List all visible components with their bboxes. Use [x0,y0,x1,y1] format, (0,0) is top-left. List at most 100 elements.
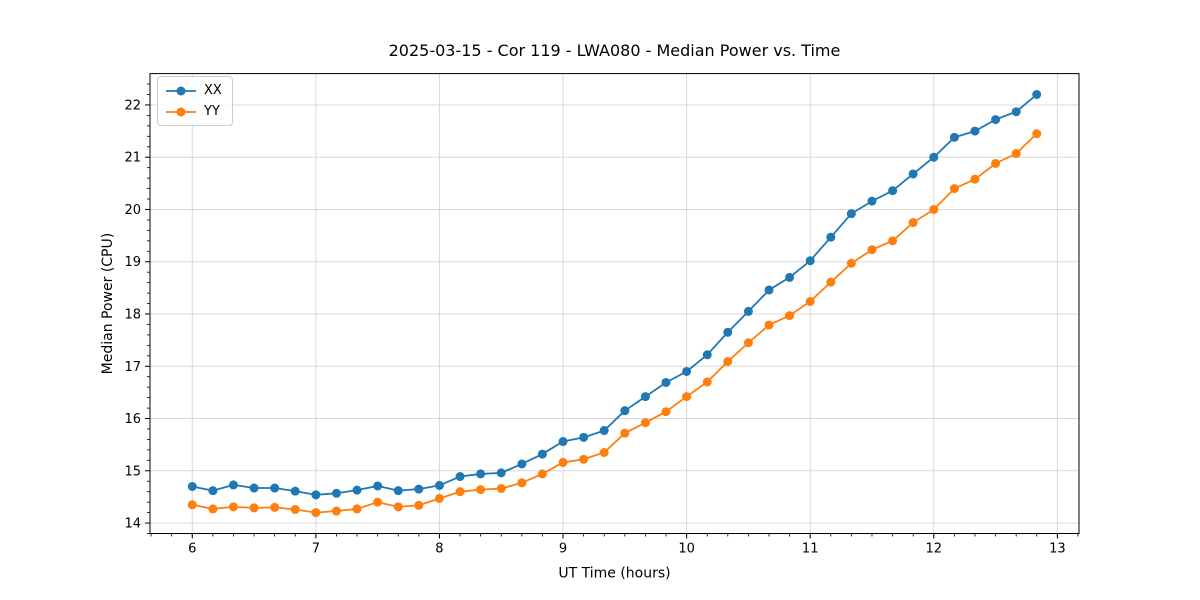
x-tick-label: 7 [312,542,320,557]
data-point [929,152,939,162]
data-point [249,503,259,513]
x-axis-label: UT Time (hours) [558,566,670,582]
series-line-yy [192,133,1038,514]
x-tick-label: 10 [678,542,695,557]
data-point [846,258,856,268]
legend-item-yy: YY [165,102,222,121]
data-point [373,497,383,507]
data-point [620,406,630,416]
data-point [537,469,547,479]
data-point [867,196,877,206]
series-markers-xx [187,90,1042,500]
data-point [434,493,444,503]
data-point [640,392,650,402]
data-point [393,502,403,512]
y-tick-label: 20 [124,203,141,218]
data-point [1011,107,1021,117]
data-point [187,481,197,491]
data-point [517,459,527,469]
y-tick-label: 16 [124,412,141,427]
data-point [228,502,238,512]
data-point [723,327,733,337]
series-line-xx [192,93,1038,496]
legend-item-xx: XX [165,81,222,100]
data-point [949,132,959,142]
data-point [785,311,795,321]
legend: XX YY [157,76,233,126]
y-tick-label: 14 [124,517,141,532]
data-point [311,490,321,500]
data-series [187,90,1042,518]
data-point [846,209,856,219]
x-tick-label: 6 [188,542,196,557]
data-point [208,486,218,496]
data-point [991,158,1001,168]
data-point [476,485,486,495]
y-tick-label: 18 [124,308,141,323]
x-tick-label: 13 [1049,542,1066,557]
data-point [414,500,424,510]
y-tick-label: 22 [124,98,141,113]
data-point [702,377,712,387]
data-point [949,184,959,194]
data-point [290,504,300,514]
data-point [826,277,836,287]
data-point [270,502,280,512]
data-point [743,338,753,348]
data-point [640,418,650,428]
y-axis-label: Median Power (CPU) [100,233,116,375]
data-point [558,437,568,447]
data-point [599,426,609,436]
data-point [558,457,568,467]
data-point [331,488,341,498]
data-point [620,428,630,438]
data-point [661,407,671,417]
chart-title: 2025-03-15 - Cor 119 - LWA080 - Median P… [389,41,841,60]
data-point [764,320,774,330]
data-point [249,483,259,493]
data-point [743,306,753,316]
data-point [970,126,980,136]
data-point [228,480,238,490]
y-tick-label: 15 [124,464,141,479]
data-point [805,296,815,306]
legend-label-yy: YY [204,104,220,119]
data-point [908,169,918,179]
plot-frame [149,73,1080,534]
data-point [393,486,403,496]
data-point [373,481,383,491]
data-point [723,357,733,367]
data-point [434,480,444,490]
data-point [970,174,980,184]
data-point [455,487,465,497]
legend-label-xx: XX [204,83,222,98]
data-point [455,472,465,482]
data-point [929,204,939,214]
data-point [579,432,589,442]
data-point [826,232,836,242]
data-point [414,484,424,494]
data-point [290,486,300,496]
data-point [311,508,321,518]
data-point [867,245,877,255]
x-tick-label: 8 [435,542,443,557]
data-point [208,504,218,514]
data-point [682,392,692,402]
data-point [496,484,506,494]
data-point [352,485,362,495]
x-tick-label: 11 [802,542,819,557]
gridlines [150,73,1079,534]
series-markers-yy [187,129,1042,518]
data-point [661,377,671,387]
data-point [517,478,527,488]
legend-line-xx-icon [166,86,196,95]
data-point [496,468,506,478]
data-point [1011,149,1021,159]
x-tick-label: 12 [926,542,943,557]
data-point [1032,129,1042,139]
data-point [702,350,712,360]
data-point [187,500,197,510]
data-point [805,256,815,266]
